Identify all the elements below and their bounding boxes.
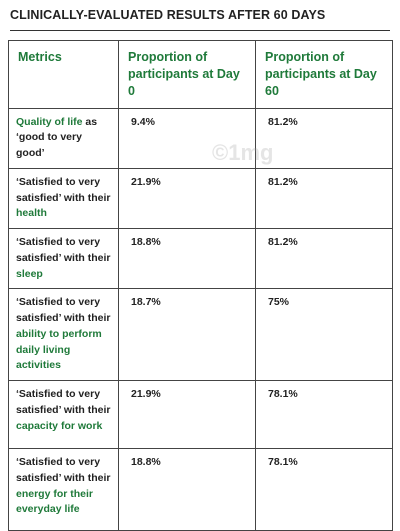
day0-cell: 21.9% — [118, 167, 256, 230]
day0-cell: 18.8% — [118, 228, 256, 290]
watermark: ©1mg — [212, 140, 274, 165]
metric-text: ability to perform daily living activiti… — [16, 327, 102, 372]
table-body: Quality of life as ‘good to very good’ 9.… — [8, 107, 393, 531]
day60-cell: 78.1% — [255, 448, 393, 531]
day60-cell: 78.1% — [255, 380, 393, 450]
row: ‘Satisfied to very satisfied’ with their… — [8, 228, 393, 290]
metric-text: sleep — [16, 267, 43, 280]
header-cell: Proportion of participants at Day 60 — [255, 40, 393, 109]
row: Quality of life as ‘good to very good’ 9.… — [8, 107, 393, 169]
metric-cell: ‘Satisfied to very satisfied’ with their… — [8, 228, 119, 290]
day0-cell: 18.8% — [118, 448, 256, 531]
row: ‘Satisfied to very satisfied’ with their… — [8, 380, 393, 450]
metric-cell: ‘Satisfied to very satisfied’ with their… — [8, 167, 119, 230]
day0-cell: 21.9% — [118, 380, 256, 450]
metric-text: as ‘good to very good’ — [16, 115, 98, 160]
metric-text: ‘Satisfied to very satisfied’ with their — [16, 388, 111, 416]
page: CLINICALLY-EVALUATED RESULTS AFTER 60 DA… — [8, 8, 393, 531]
day60-cell: 81.2% — [255, 228, 393, 290]
header-cell: Metrics — [8, 40, 119, 109]
metric-cell: Quality of life as ‘good to very good’ — [8, 107, 119, 169]
metric-text: capacity for work — [16, 419, 103, 432]
header-row: Metrics Proportion of participants at Da… — [8, 40, 393, 109]
metric-text: ‘Satisfied to very satisfied’ with their — [16, 175, 111, 204]
metric-cell: ‘Satisfied to very satisfied’ with their… — [8, 448, 119, 531]
day60-cell: 81.2% — [255, 107, 393, 169]
day60-cell: 75% — [255, 288, 393, 382]
row: ‘Satisfied to very satisfied’ with their… — [8, 448, 393, 531]
title: CLINICALLY-EVALUATED RESULTS AFTER 60 DA… — [10, 8, 390, 31]
metric-text: Quality of life — [16, 115, 83, 128]
metric-cell: ‘Satisfied to very satisfied’ with their… — [8, 288, 119, 382]
metric-cell: ‘Satisfied to very satisfied’ with their… — [8, 380, 119, 450]
row: ‘Satisfied to very satisfied’ with their… — [8, 167, 393, 230]
row: ‘Satisfied to very satisfied’ with their… — [8, 288, 393, 382]
metric-text: ‘Satisfied to very satisfied’ with their — [16, 236, 111, 264]
day60-cell: 81.2% — [255, 167, 393, 230]
results-table: Metrics Proportion of participants at Da… — [8, 40, 393, 531]
header-cell: Proportion of participants at Day 0 — [118, 40, 256, 109]
day0-cell: 18.7% — [118, 288, 256, 382]
metric-text: ‘Satisfied to very satisfied’ with their — [16, 296, 111, 325]
metric-text: health — [16, 207, 47, 220]
metric-text: energy for their everyday life — [16, 487, 94, 516]
